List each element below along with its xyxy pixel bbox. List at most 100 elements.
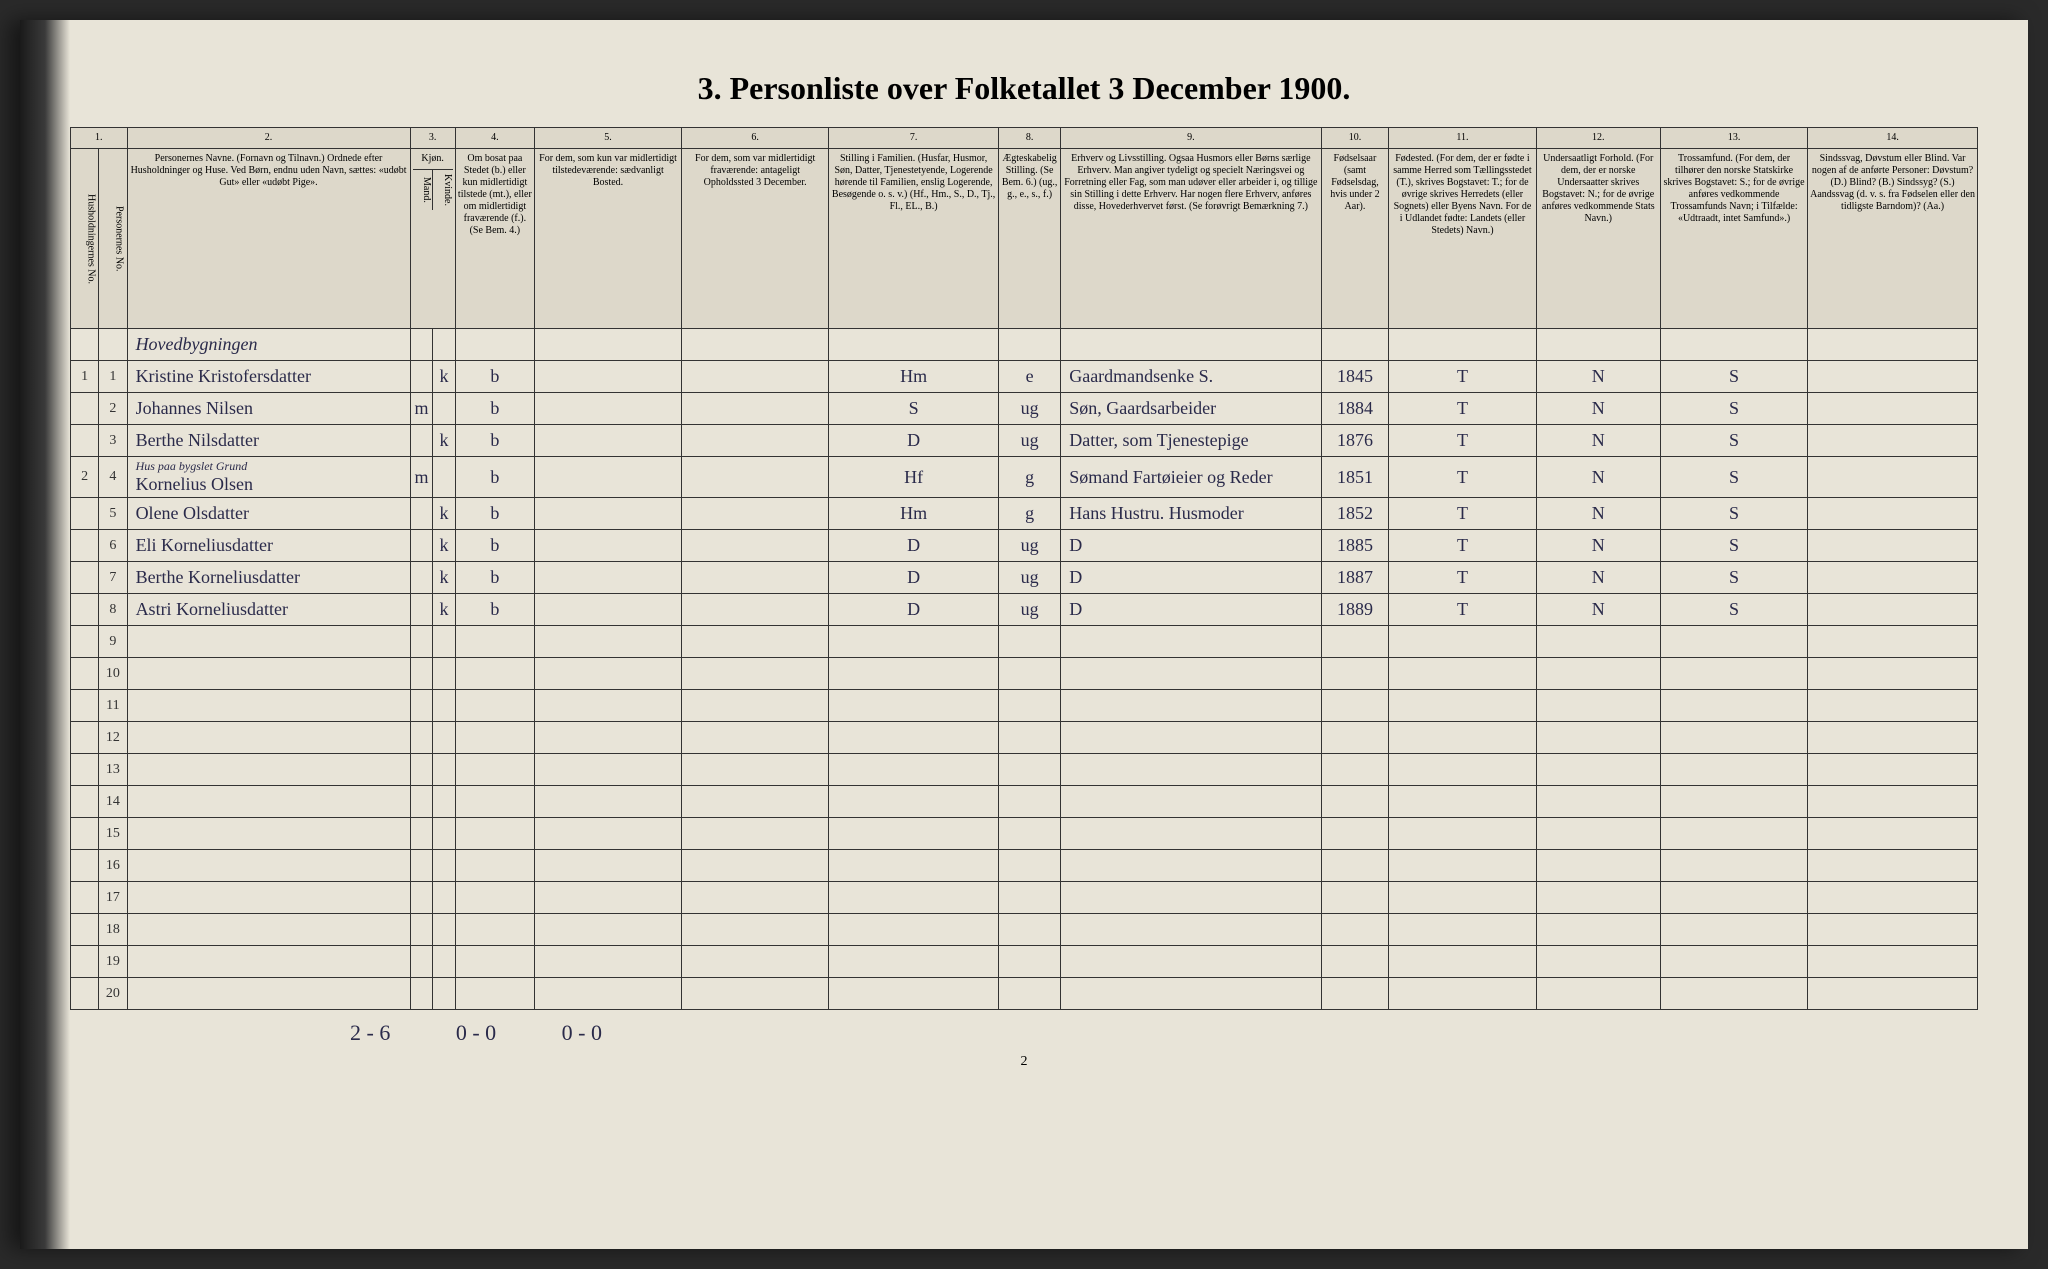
temp-absent xyxy=(682,530,829,562)
row-number: 16 xyxy=(99,850,127,882)
occupation: D xyxy=(1061,562,1321,594)
temp-absent xyxy=(682,457,829,498)
nationality: N xyxy=(1536,530,1660,562)
temp-present xyxy=(534,361,681,393)
row-number: 9 xyxy=(99,626,127,658)
col-num: 3. xyxy=(410,128,455,149)
birth-year: 1876 xyxy=(1321,425,1389,457)
marital-status: ug xyxy=(998,530,1060,562)
family-position: Hm xyxy=(829,498,999,530)
religion: S xyxy=(1661,393,1808,425)
person-no: 1 xyxy=(99,361,127,393)
col-num: 11. xyxy=(1389,128,1536,149)
residence-status: b xyxy=(455,594,534,626)
col-num: 5. xyxy=(534,128,681,149)
table-row: 2 4 Hus paa bygslet GrundKornelius Olsen… xyxy=(71,457,1978,498)
nationality: N xyxy=(1536,594,1660,626)
birthplace: T xyxy=(1389,562,1536,594)
person-name: Kristine Kristofersdatter xyxy=(127,361,410,393)
residence-status: b xyxy=(455,361,534,393)
header-marital: Ægteskabelig Stilling. (Se Bem. 6.) (ug.… xyxy=(998,149,1060,329)
disability xyxy=(1808,530,1978,562)
row-number: 20 xyxy=(99,978,127,1010)
occupation: Søn, Gaardsarbeider xyxy=(1061,393,1321,425)
nationality: N xyxy=(1536,457,1660,498)
nationality: N xyxy=(1536,562,1660,594)
residence-status: b xyxy=(455,530,534,562)
household-no: 1 xyxy=(71,361,99,393)
residence-status: b xyxy=(455,457,534,498)
birth-year: 1885 xyxy=(1321,530,1389,562)
table-header: 1. 2. 3. 4. 5. 6. 7. 8. 9. 10. 11. 12. 1… xyxy=(71,128,1978,329)
empty-row: 16 xyxy=(71,850,1978,882)
family-position: D xyxy=(829,562,999,594)
document-title: 3. Personliste over Folketallet 3 Decemb… xyxy=(70,70,1978,107)
header-household-no: Husholdningernes No. xyxy=(71,149,99,329)
religion: S xyxy=(1661,361,1808,393)
empty-row: 14 xyxy=(71,786,1978,818)
person-no: 6 xyxy=(99,530,127,562)
row-number: 17 xyxy=(99,882,127,914)
disability xyxy=(1808,425,1978,457)
disability xyxy=(1808,594,1978,626)
header-temp-absent: For dem, som var midlertidigt fraværende… xyxy=(682,149,829,329)
table-row: 8 Astri Korneliusdatter k b D ug D 1889 … xyxy=(71,594,1978,626)
occupation: D xyxy=(1061,594,1321,626)
temp-absent xyxy=(682,594,829,626)
birth-year: 1884 xyxy=(1321,393,1389,425)
sex-female: k xyxy=(433,361,456,393)
temp-present xyxy=(534,498,681,530)
tally-a: 2 - 6 xyxy=(350,1020,390,1045)
table-row: 6 Eli Korneliusdatter k b D ug D 1885 T … xyxy=(71,530,1978,562)
residence-status: b xyxy=(455,393,534,425)
occupation: Gaardmandsenke S. xyxy=(1061,361,1321,393)
tally-c: 0 - 0 xyxy=(562,1020,602,1045)
temp-absent xyxy=(682,425,829,457)
nationality: N xyxy=(1536,393,1660,425)
birthplace: T xyxy=(1389,530,1536,562)
empty-row: 17 xyxy=(71,882,1978,914)
empty-row: 20 xyxy=(71,978,1978,1010)
sex-female: k xyxy=(433,594,456,626)
col-num: 2. xyxy=(127,128,410,149)
sex-male xyxy=(410,361,433,393)
person-no: 7 xyxy=(99,562,127,594)
table-row: 1 1 Kristine Kristofersdatter k b Hm e G… xyxy=(71,361,1978,393)
row-number: 18 xyxy=(99,914,127,946)
birth-year: 1887 xyxy=(1321,562,1389,594)
header-disability: Sindssvag, Døvstum eller Blind. Var noge… xyxy=(1808,149,1978,329)
col-num: 12. xyxy=(1536,128,1660,149)
household-no: 2 xyxy=(71,457,99,498)
sex-female: k xyxy=(433,530,456,562)
building-header-row: Hovedbygningen xyxy=(71,329,1978,361)
birth-year: 1852 xyxy=(1321,498,1389,530)
occupation: Datter, som Tjenestepige xyxy=(1061,425,1321,457)
header-male: Mand. xyxy=(413,170,433,210)
family-position: Hf xyxy=(829,457,999,498)
sex-female: k xyxy=(433,425,456,457)
religion: S xyxy=(1661,530,1808,562)
nationality: N xyxy=(1536,425,1660,457)
occupation: Hans Hustru. Husmoder xyxy=(1061,498,1321,530)
birthplace: T xyxy=(1389,594,1536,626)
col-num: 9. xyxy=(1061,128,1321,149)
temp-present xyxy=(534,393,681,425)
religion: S xyxy=(1661,457,1808,498)
table-row: 7 Berthe Korneliusdatter k b D ug D 1887… xyxy=(71,562,1978,594)
household-no xyxy=(71,425,99,457)
family-position: Hm xyxy=(829,361,999,393)
household-no xyxy=(71,530,99,562)
household-no xyxy=(71,594,99,626)
birthplace: T xyxy=(1389,425,1536,457)
header-sex: Kjøn. Mand. Kvinde. xyxy=(410,149,455,329)
col-num: 4. xyxy=(455,128,534,149)
person-name: Berthe Korneliusdatter xyxy=(127,562,410,594)
col-num: 10. xyxy=(1321,128,1389,149)
occupation: Sømand Fartøieier og Reder xyxy=(1061,457,1321,498)
sex-female: k xyxy=(433,498,456,530)
person-no: 8 xyxy=(99,594,127,626)
col-num: 13. xyxy=(1661,128,1808,149)
birth-year: 1845 xyxy=(1321,361,1389,393)
marital-status: ug xyxy=(998,562,1060,594)
marital-status: g xyxy=(998,457,1060,498)
